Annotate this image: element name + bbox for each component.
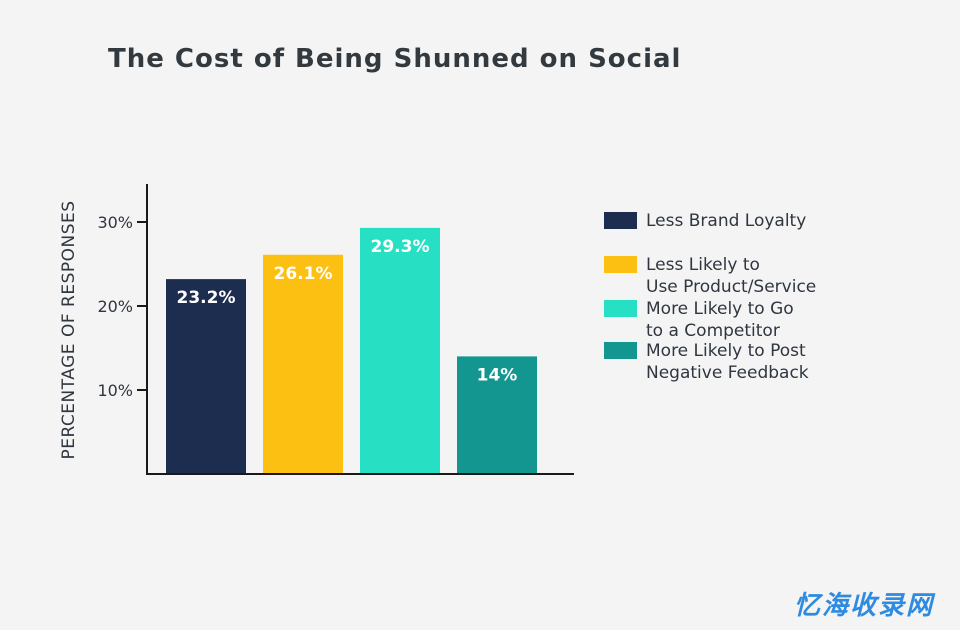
- legend-label: Less Brand Loyalty: [646, 210, 806, 232]
- bar-value-label: 29.3%: [371, 237, 430, 257]
- bar-value-label: 26.1%: [274, 264, 333, 284]
- bars-layer: 23.2% 26.1% 29.3% 14%: [166, 227, 537, 474]
- y-tick-label: 10%: [97, 381, 133, 400]
- legend-swatch: [604, 256, 637, 273]
- legend-item: Less Brand Loyalty: [604, 210, 806, 232]
- y-tick-label: 20%: [97, 297, 133, 316]
- legend-item: Less Likely to Use Product/Service: [604, 254, 816, 298]
- y-tick-label: 30%: [97, 213, 133, 232]
- bar-2: [263, 254, 343, 474]
- legend-swatch: [604, 342, 637, 359]
- legend-label: More Likely to Post Negative Feedback: [646, 340, 809, 384]
- y-axis-label: PERCENTAGE OF RESPONSES: [59, 200, 79, 459]
- legend-label-line: More Likely to Post: [646, 341, 806, 361]
- bar-4: [457, 356, 537, 474]
- legend-label-line: Negative Feedback: [646, 363, 809, 383]
- bar-value-label: 23.2%: [177, 288, 236, 308]
- y-axis-ticks: 10% 20% 30%: [97, 213, 147, 400]
- bar-3: [360, 227, 440, 474]
- legend-swatch: [604, 212, 637, 229]
- legend-label: More Likely to Go to a Competitor: [646, 298, 794, 342]
- bar-value-label: 14%: [477, 365, 518, 385]
- legend-label: Less Likely to Use Product/Service: [646, 254, 816, 298]
- legend-label-line: More Likely to Go: [646, 299, 794, 319]
- watermark-logo: 忆海收录网: [793, 591, 934, 621]
- legend-label-line: Less Brand Loyalty: [646, 211, 807, 231]
- legend-label-line: Use Product/Service: [646, 277, 817, 297]
- legend-item: More Likely to Post Negative Feedback: [604, 340, 809, 384]
- legend-label-line: to a Competitor: [646, 321, 780, 341]
- legend-item: More Likely to Go to a Competitor: [604, 298, 794, 342]
- legend-swatch: [604, 300, 637, 317]
- chart-title: The Cost of Being Shunned on Social: [108, 44, 682, 74]
- legend-label-line: Less Likely to: [646, 255, 760, 275]
- bar-1: [166, 279, 246, 474]
